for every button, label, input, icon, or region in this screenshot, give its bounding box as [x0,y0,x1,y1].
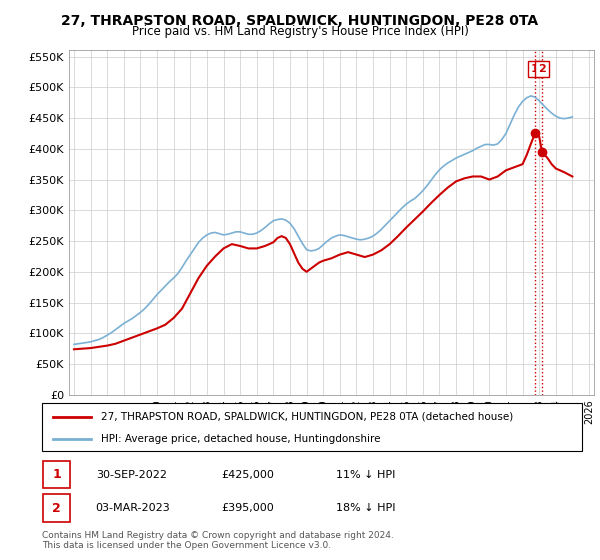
Text: 1: 1 [531,64,539,74]
Text: 11% ↓ HPI: 11% ↓ HPI [336,470,395,479]
Text: 03-MAR-2023: 03-MAR-2023 [96,503,170,513]
Text: £425,000: £425,000 [222,470,275,479]
FancyBboxPatch shape [42,403,582,451]
Text: 30-SEP-2022: 30-SEP-2022 [96,470,167,479]
Text: £395,000: £395,000 [222,503,274,513]
FancyBboxPatch shape [43,461,70,488]
Text: 27, THRAPSTON ROAD, SPALDWICK, HUNTINGDON, PE28 0TA: 27, THRAPSTON ROAD, SPALDWICK, HUNTINGDO… [61,14,539,28]
Text: Price paid vs. HM Land Registry's House Price Index (HPI): Price paid vs. HM Land Registry's House … [131,25,469,38]
Text: Contains HM Land Registry data © Crown copyright and database right 2024.
This d: Contains HM Land Registry data © Crown c… [42,531,394,550]
Text: 2: 2 [52,502,61,515]
Text: HPI: Average price, detached house, Huntingdonshire: HPI: Average price, detached house, Hunt… [101,434,381,444]
Text: 2: 2 [538,64,546,74]
FancyBboxPatch shape [43,494,70,522]
Text: 27, THRAPSTON ROAD, SPALDWICK, HUNTINGDON, PE28 0TA (detached house): 27, THRAPSTON ROAD, SPALDWICK, HUNTINGDO… [101,412,514,422]
Text: 18% ↓ HPI: 18% ↓ HPI [336,503,395,513]
Text: 1: 1 [52,468,61,481]
